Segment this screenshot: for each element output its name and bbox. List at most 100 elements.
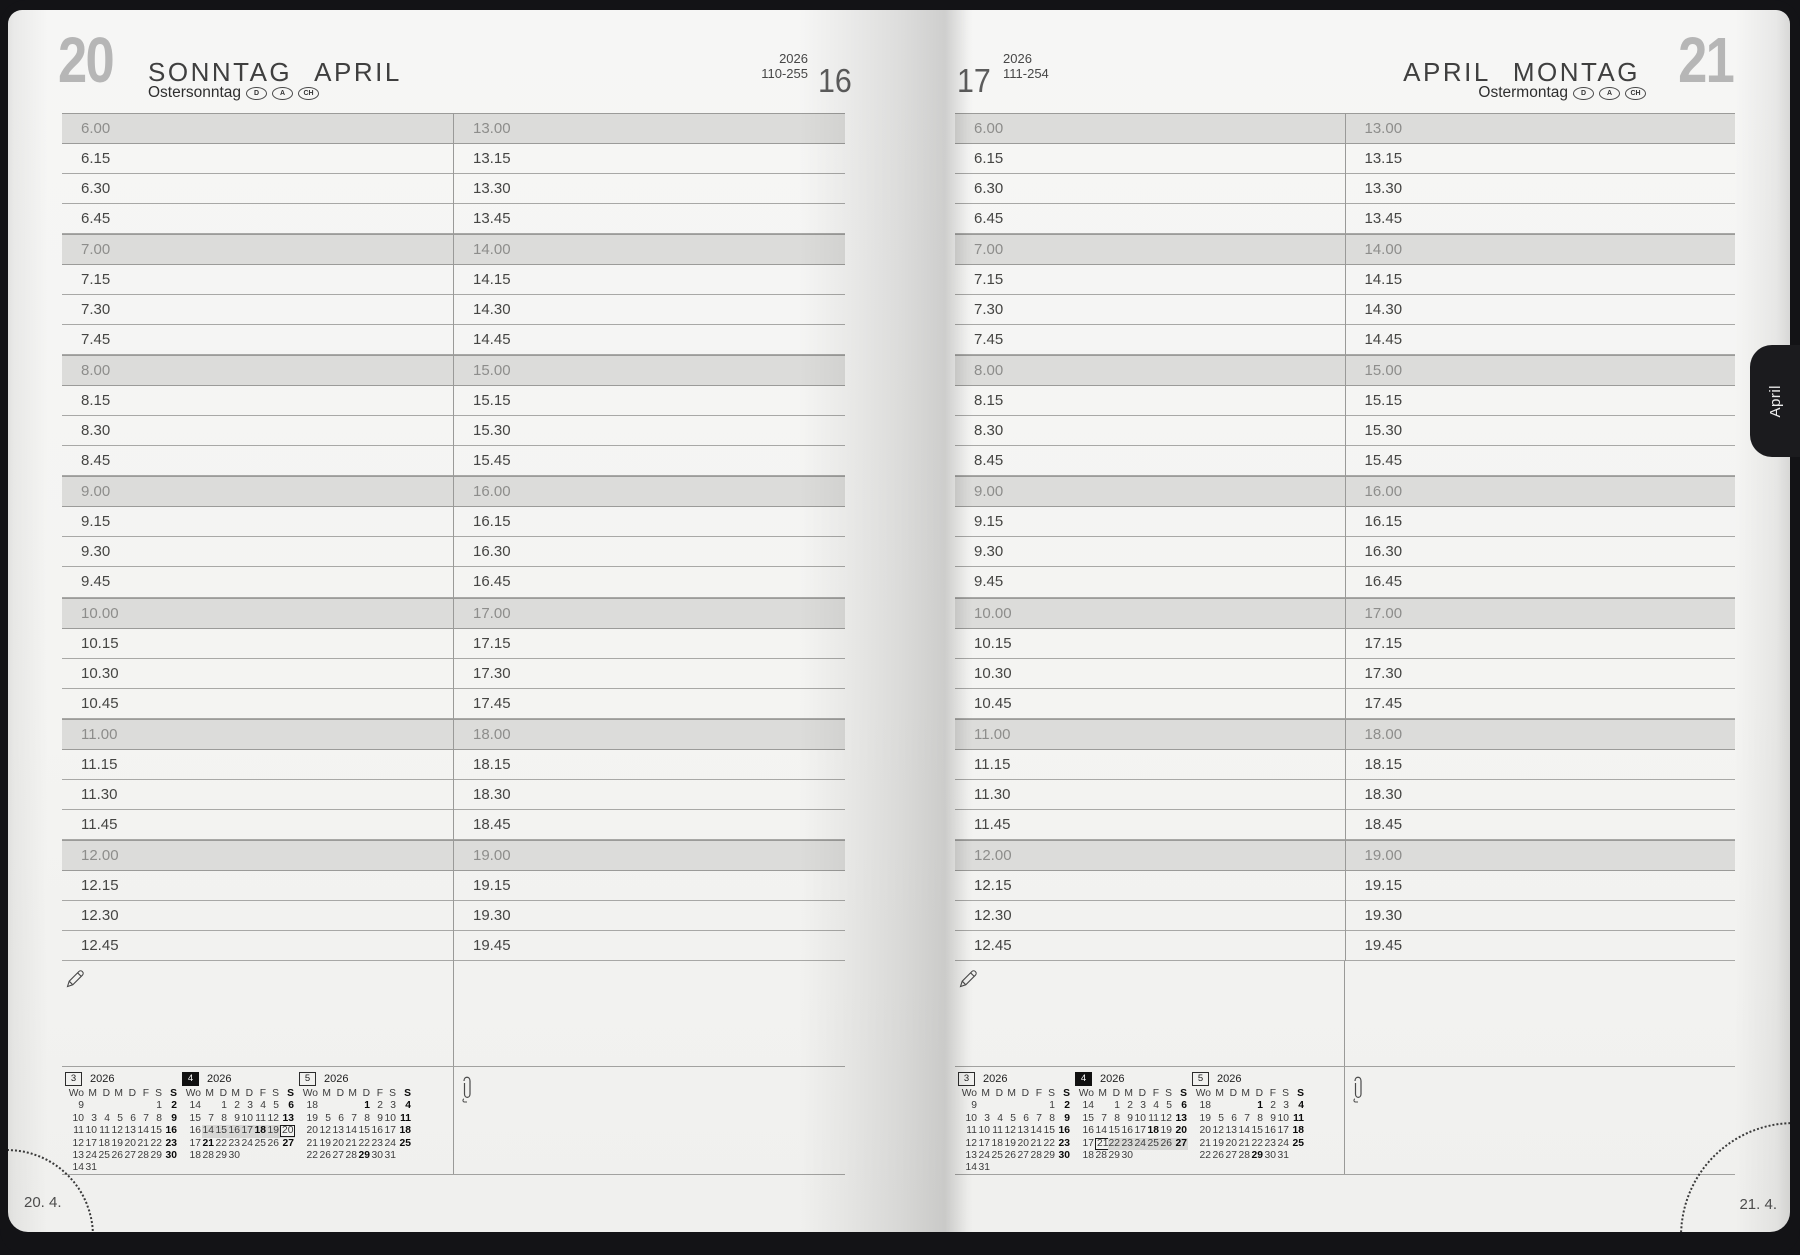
time-slot-6.00[interactable]: 6.00 (955, 113, 1345, 145)
time-slot-19.15[interactable]: 19.15 (1345, 871, 1735, 901)
time-slot-9.45[interactable]: 9.45 (955, 567, 1345, 598)
time-slot-7.15[interactable]: 7.15 (62, 265, 453, 296)
month-tab-april[interactable]: April (1750, 345, 1800, 457)
time-slot-16.15[interactable]: 16.15 (1345, 507, 1735, 538)
time-slot-15.15[interactable]: 15.15 (1345, 386, 1735, 417)
time-slot-10.30[interactable]: 10.30 (62, 659, 453, 689)
time-slot-19.45[interactable]: 19.45 (1345, 931, 1735, 961)
time-slot-10.45[interactable]: 10.45 (955, 689, 1345, 719)
time-slot-9.30[interactable]: 9.30 (62, 537, 453, 568)
time-slot-17.15[interactable]: 17.15 (454, 629, 845, 659)
time-slot-6.30[interactable]: 6.30 (955, 174, 1345, 205)
time-slot-13.15[interactable]: 13.15 (454, 144, 845, 175)
time-slot-11.45[interactable]: 11.45 (62, 810, 453, 840)
time-slot-12.30[interactable]: 12.30 (62, 901, 453, 931)
time-slot-16.30[interactable]: 16.30 (454, 537, 845, 568)
time-slot-7.00[interactable]: 7.00 (62, 234, 453, 266)
time-slot-13.15[interactable]: 13.15 (1345, 144, 1735, 175)
time-slot-18.15[interactable]: 18.15 (454, 750, 845, 780)
time-slot-18.45[interactable]: 18.45 (454, 810, 845, 840)
time-slot-11.00[interactable]: 11.00 (62, 718, 453, 750)
time-slot-8.30[interactable]: 8.30 (955, 416, 1345, 447)
time-slot-11.45[interactable]: 11.45 (955, 810, 1345, 840)
time-slot-6.15[interactable]: 6.15 (955, 144, 1345, 175)
time-slot-12.00[interactable]: 12.00 (955, 839, 1345, 871)
time-slot-15.45[interactable]: 15.45 (454, 446, 845, 477)
time-slot-15.30[interactable]: 15.30 (454, 416, 845, 447)
time-slot-17.00[interactable]: 17.00 (1345, 597, 1735, 629)
time-slot-12.45[interactable]: 12.45 (955, 931, 1345, 961)
time-slot-12.15[interactable]: 12.15 (62, 871, 453, 901)
time-slot-11.30[interactable]: 11.30 (955, 780, 1345, 810)
time-slot-18.45[interactable]: 18.45 (1345, 810, 1735, 840)
time-slot-6.15[interactable]: 6.15 (62, 144, 453, 175)
time-slot-9.00[interactable]: 9.00 (955, 476, 1345, 508)
time-slot-9.45[interactable]: 9.45 (62, 567, 453, 598)
time-slot-10.15[interactable]: 10.15 (62, 629, 453, 659)
time-slot-17.15[interactable]: 17.15 (1345, 629, 1735, 659)
time-slot-19.30[interactable]: 19.30 (454, 901, 845, 931)
time-slot-9.00[interactable]: 9.00 (62, 476, 453, 508)
time-slot-13.45[interactable]: 13.45 (454, 204, 845, 235)
time-slot-12.30[interactable]: 12.30 (955, 901, 1345, 931)
time-slot-14.45[interactable]: 14.45 (1345, 325, 1735, 356)
time-slot-9.15[interactable]: 9.15 (955, 507, 1345, 538)
time-slot-8.30[interactable]: 8.30 (62, 416, 453, 447)
time-slot-16.45[interactable]: 16.45 (454, 567, 845, 598)
time-slot-8.45[interactable]: 8.45 (62, 446, 453, 477)
time-slot-11.30[interactable]: 11.30 (62, 780, 453, 810)
time-slot-12.00[interactable]: 12.00 (62, 839, 453, 871)
time-slot-17.30[interactable]: 17.30 (454, 659, 845, 689)
time-slot-8.45[interactable]: 8.45 (955, 446, 1345, 477)
time-slot-18.00[interactable]: 18.00 (454, 718, 845, 750)
time-slot-16.00[interactable]: 16.00 (1345, 476, 1735, 508)
time-slot-6.00[interactable]: 6.00 (62, 113, 453, 145)
time-slot-6.45[interactable]: 6.45 (62, 204, 453, 235)
time-slot-18.30[interactable]: 18.30 (1345, 780, 1735, 810)
time-slot-13.30[interactable]: 13.30 (1345, 174, 1735, 205)
time-slot-19.00[interactable]: 19.00 (454, 839, 845, 871)
time-slot-14.00[interactable]: 14.00 (1345, 234, 1735, 266)
time-slot-10.45[interactable]: 10.45 (62, 689, 453, 719)
time-slot-14.15[interactable]: 14.15 (1345, 265, 1735, 296)
time-slot-10.30[interactable]: 10.30 (955, 659, 1345, 689)
time-slot-6.30[interactable]: 6.30 (62, 174, 453, 205)
time-slot-15.00[interactable]: 15.00 (1345, 355, 1735, 387)
time-slot-13.00[interactable]: 13.00 (454, 113, 845, 145)
time-slot-7.45[interactable]: 7.45 (955, 325, 1345, 356)
time-slot-8.00[interactable]: 8.00 (955, 355, 1345, 387)
time-slot-19.45[interactable]: 19.45 (454, 931, 845, 961)
time-slot-13.30[interactable]: 13.30 (454, 174, 845, 205)
time-slot-18.15[interactable]: 18.15 (1345, 750, 1735, 780)
time-slot-12.15[interactable]: 12.15 (955, 871, 1345, 901)
time-slot-8.00[interactable]: 8.00 (62, 355, 453, 387)
time-slot-19.15[interactable]: 19.15 (454, 871, 845, 901)
time-slot-13.45[interactable]: 13.45 (1345, 204, 1735, 235)
time-slot-17.45[interactable]: 17.45 (1345, 689, 1735, 719)
time-slot-14.30[interactable]: 14.30 (454, 295, 845, 326)
time-slot-19.00[interactable]: 19.00 (1345, 839, 1735, 871)
time-slot-10.00[interactable]: 10.00 (955, 597, 1345, 629)
time-slot-19.30[interactable]: 19.30 (1345, 901, 1735, 931)
time-slot-11.15[interactable]: 11.15 (955, 750, 1345, 780)
time-slot-18.00[interactable]: 18.00 (1345, 718, 1735, 750)
time-slot-12.45[interactable]: 12.45 (62, 931, 453, 961)
time-slot-17.45[interactable]: 17.45 (454, 689, 845, 719)
time-slot-15.30[interactable]: 15.30 (1345, 416, 1735, 447)
time-slot-16.30[interactable]: 16.30 (1345, 537, 1735, 568)
time-slot-8.15[interactable]: 8.15 (955, 386, 1345, 417)
time-slot-17.30[interactable]: 17.30 (1345, 659, 1735, 689)
time-slot-9.30[interactable]: 9.30 (955, 537, 1345, 568)
time-slot-9.15[interactable]: 9.15 (62, 507, 453, 538)
time-slot-17.00[interactable]: 17.00 (454, 597, 845, 629)
time-slot-14.15[interactable]: 14.15 (454, 265, 845, 296)
time-slot-13.00[interactable]: 13.00 (1345, 113, 1735, 145)
time-slot-10.00[interactable]: 10.00 (62, 597, 453, 629)
time-slot-15.45[interactable]: 15.45 (1345, 446, 1735, 477)
time-slot-7.30[interactable]: 7.30 (62, 295, 453, 326)
time-slot-16.00[interactable]: 16.00 (454, 476, 845, 508)
time-slot-7.15[interactable]: 7.15 (955, 265, 1345, 296)
time-slot-18.30[interactable]: 18.30 (454, 780, 845, 810)
time-slot-14.45[interactable]: 14.45 (454, 325, 845, 356)
time-slot-11.00[interactable]: 11.00 (955, 718, 1345, 750)
